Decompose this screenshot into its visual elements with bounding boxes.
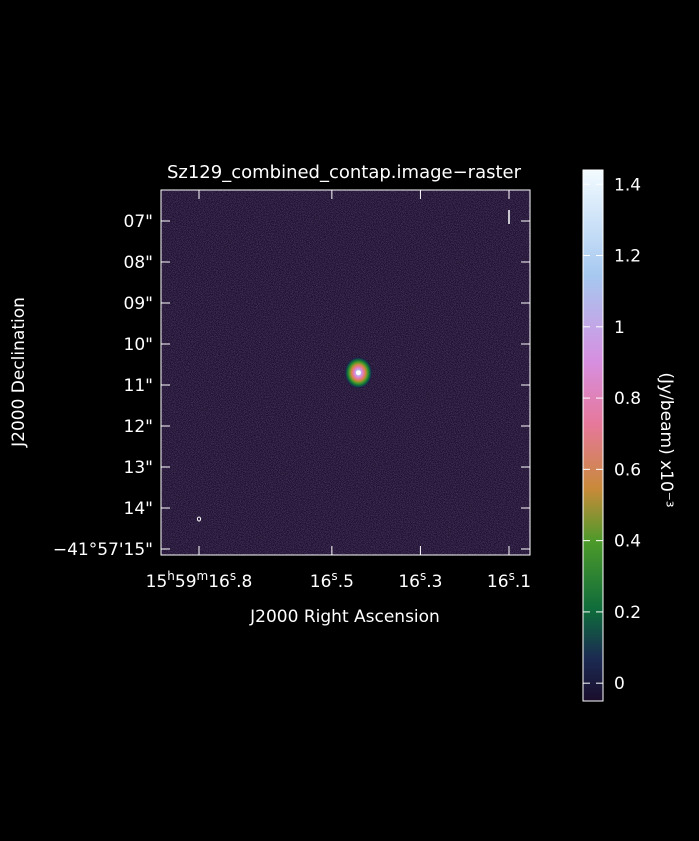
chart-title: Sz129_combined_contap.image−raster — [167, 162, 522, 183]
x-tick-label: 16s.5 — [310, 569, 354, 592]
image-frame — [160, 189, 531, 556]
beam-marker — [196, 516, 202, 522]
x-tick-label: 16s.3 — [398, 569, 442, 592]
colorbar-frame — [582, 169, 604, 702]
colorbar-tick-label: 1.2 — [614, 247, 641, 267]
y-tick-label: 13" — [124, 458, 153, 478]
colorbar-tick-label: 1.4 — [614, 175, 641, 195]
colorbar-tick-label: 0.2 — [614, 603, 641, 623]
colorbar-label: (Jy/beam) x10⁻³ — [656, 372, 676, 507]
x-tick-label: 16s.1 — [487, 569, 531, 592]
colorbar-tick-label: 0.6 — [614, 460, 641, 480]
y-tick-label: 11" — [124, 376, 153, 396]
y-tick-label: 10" — [124, 335, 153, 355]
y-axis-ticks: 07" 08" 09" 10" 11" 12" 13" 14" −41°57'15" — [53, 212, 530, 560]
source-peak — [355, 370, 361, 376]
colorbar-tick-label: 0.8 — [614, 389, 641, 409]
y-tick-label: 09" — [124, 294, 153, 314]
x-tick-label: 15h59m16s.8 — [146, 569, 253, 592]
x-axis-ticks: 15h59m16s.8 16s.5 16s.3 16s.1 — [146, 190, 531, 592]
y-axis-label: J2000 Declination — [9, 297, 29, 448]
colorbar-ramp — [583, 170, 603, 701]
y-tick-label: 08" — [124, 253, 153, 273]
colorbar-tick-label: 0.4 — [614, 532, 641, 552]
y-tick-label: 14" — [124, 499, 153, 519]
y-tick-label: 07" — [124, 212, 153, 232]
colorbar-tick-label: 1 — [614, 318, 625, 338]
x-axis-label: J2000 Right Ascension — [249, 607, 440, 627]
colorbar-tick-label: 0 — [614, 674, 625, 694]
colorbar: 0 0.2 0.4 0.6 0.8 1 1.2 1.4 (Jy/beam) x10⁻³ — [582, 169, 676, 702]
y-tick-label: 12" — [124, 417, 153, 437]
y-tick-label: −41°57'15" — [53, 540, 153, 560]
colorbar-ticks: 0 0.2 0.4 0.6 0.8 1 1.2 1.4 — [583, 175, 641, 694]
image-panel — [160, 189, 531, 556]
